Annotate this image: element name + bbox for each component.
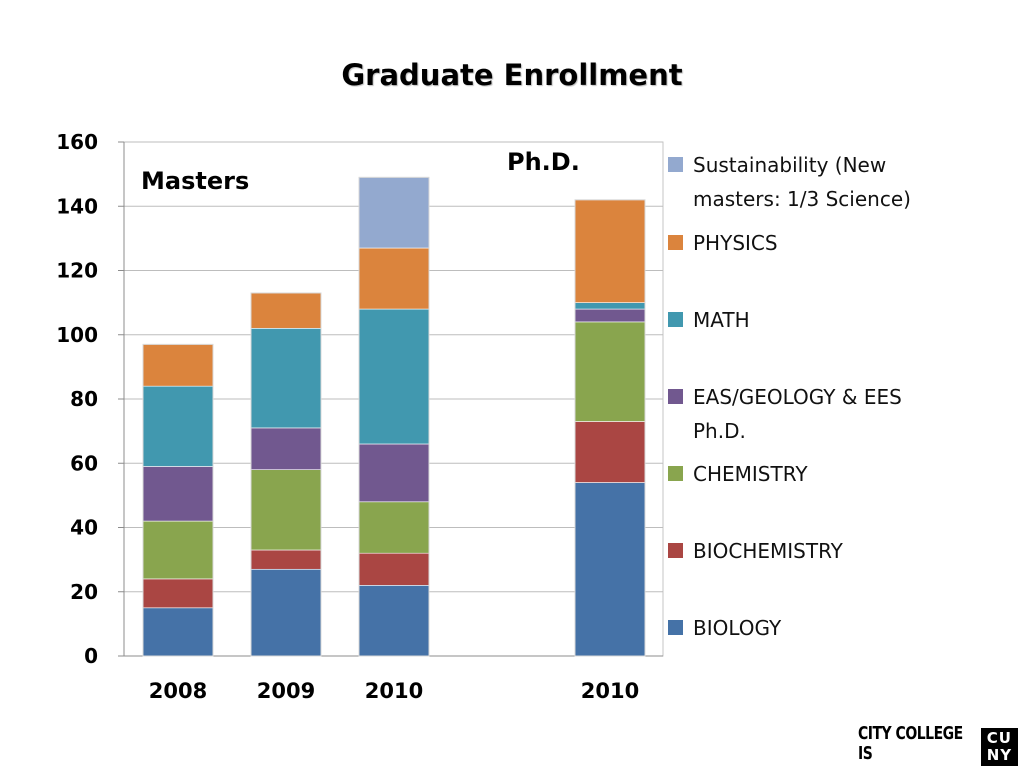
x-tick-label: 2010: [365, 679, 423, 703]
legend-label: MATH: [693, 308, 750, 332]
cuny-logo: CU NY: [980, 728, 1018, 766]
bar-segment-eas-geology-ees-ph-d: [358, 443, 430, 503]
y-tick-label: 40: [70, 516, 98, 540]
x-tick-label: 2008: [149, 679, 207, 703]
legend-item: EAS/GEOLOGY & EES Ph.D.: [668, 380, 955, 448]
bar-segment-eas-geology-ees-ph-d: [250, 427, 322, 470]
bar-segment-physics: [142, 344, 214, 387]
group-label-masters: Masters: [141, 167, 249, 195]
legend-label: CHEMISTRY: [693, 462, 808, 486]
bar-segment-math: [358, 308, 430, 445]
legend-swatch: [668, 389, 683, 404]
x-tick-label: 2010: [581, 679, 639, 703]
bar-segment-biology: [574, 482, 646, 657]
legend-item: MATH: [668, 303, 955, 337]
bar-segment-math: [574, 302, 646, 310]
bar-segment-biology: [142, 607, 214, 657]
bar-segment-biochemistry: [142, 578, 214, 609]
y-tick-label: 80: [70, 387, 98, 411]
bar-segment-biology: [250, 568, 322, 657]
bar-segment-biochemistry: [358, 552, 430, 586]
bar-segment-chemistry: [358, 501, 430, 554]
y-tick-label: 140: [56, 194, 98, 218]
footer-branding: CITY COLLEGE IS CU NY: [858, 724, 1018, 766]
legend-label: Sustainability (New masters: 1/3 Science…: [693, 153, 911, 211]
logo-bottom-text: NY: [986, 746, 1013, 764]
y-tick-label: 100: [56, 323, 98, 347]
legend-swatch: [668, 466, 683, 481]
y-tick-label: 160: [56, 130, 98, 154]
bar-segment-math: [142, 385, 214, 467]
legend-item: PHYSICS: [668, 226, 955, 260]
bar-outline: [358, 176, 430, 657]
legend-label: BIOLOGY: [693, 616, 782, 640]
bar-segment-biochemistry: [250, 549, 322, 570]
legend-item: BIOLOGY: [668, 611, 955, 645]
legend-item: BIOCHEMISTRY: [668, 534, 955, 568]
legend-label: EAS/GEOLOGY & EES Ph.D.: [693, 385, 902, 443]
bar-segment-eas-geology-ees-ph-d: [142, 466, 214, 522]
bar-segment-math: [250, 328, 322, 429]
legend-swatch: [668, 312, 683, 327]
legend-item: Sustainability (New masters: 1/3 Science…: [668, 148, 955, 216]
legend-swatch: [668, 543, 683, 558]
x-tick-label: 2009: [257, 679, 315, 703]
bar-segment-physics: [250, 292, 322, 329]
bar-outline: [574, 199, 646, 657]
y-tick-label: 60: [70, 451, 98, 475]
y-tick-label: 20: [70, 580, 98, 604]
legend-swatch: [668, 157, 683, 172]
footer-text: CITY COLLEGE IS: [858, 724, 963, 764]
bar-segment-eas-geology-ees-ph-d: [574, 308, 646, 323]
bar-segment-biology: [358, 585, 430, 657]
legend-swatch: [668, 620, 683, 635]
bar-segment-physics: [358, 247, 430, 310]
y-tick-label: 0: [84, 644, 98, 668]
y-tick-label: 120: [56, 259, 98, 283]
logo-top-text: CU: [986, 729, 1012, 747]
bar-segment-biochemistry: [574, 421, 646, 483]
bar-segment-chemistry: [574, 321, 646, 422]
bar-outline: [250, 292, 322, 657]
legend-swatch: [668, 235, 683, 250]
chart-title: Graduate Enrollment: [341, 58, 683, 92]
bar-outline: [142, 343, 214, 657]
legend-label: BIOCHEMISTRY: [693, 539, 843, 563]
bar-segment-chemistry: [142, 520, 214, 580]
group-label-ph-d: Ph.D.: [507, 148, 580, 176]
bar-segment-chemistry: [250, 469, 322, 551]
legend-label: PHYSICS: [693, 231, 778, 255]
legend-item: CHEMISTRY: [668, 457, 955, 491]
bar-segment-physics: [574, 199, 646, 303]
bar-segment-sustainability-new-masters-1-3-science: [358, 177, 430, 249]
